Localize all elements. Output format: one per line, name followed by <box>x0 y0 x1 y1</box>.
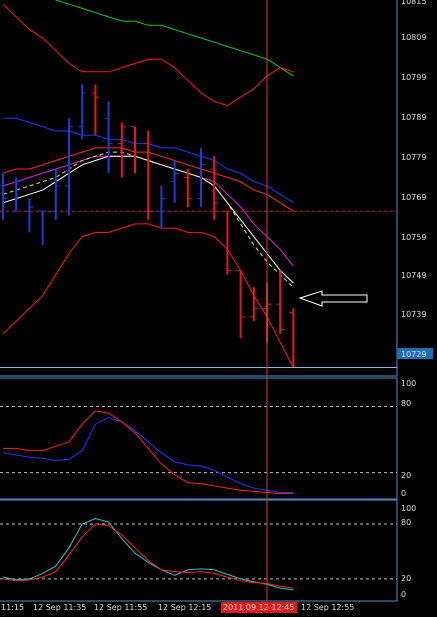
stochastic-series-group <box>0 405 397 495</box>
price-bar <box>170 160 179 203</box>
price-tick: 10799 <box>401 73 426 82</box>
current-price-value: 10729 <box>401 350 426 359</box>
price-bar <box>65 118 73 216</box>
oscillator-series-group <box>0 517 397 591</box>
price-tick: 10739 <box>401 310 426 319</box>
ind1-tick: 80 <box>401 399 411 408</box>
indicator-panel-2[interactable] <box>0 499 398 602</box>
price-bar <box>197 147 205 208</box>
price-bar <box>91 84 100 136</box>
price-bar <box>236 269 245 338</box>
price-bar <box>51 168 60 220</box>
lower-envelope-line <box>2 223 294 368</box>
price-bar <box>157 185 166 229</box>
time-axis: 11:15 12 Sep 11:35 12 Sep 11:55 12 Sep 1… <box>1 602 354 613</box>
current-price-badge: 10729 <box>397 348 433 359</box>
price-bar <box>131 126 139 174</box>
ind1-tick: 0 <box>401 489 406 498</box>
price-tick: 10789 <box>401 113 426 122</box>
price-bar <box>144 130 153 220</box>
ind2-tick: 100 <box>401 504 416 513</box>
price-tick: 10749 <box>401 271 426 280</box>
osc-signal-line <box>2 517 294 591</box>
price-bar <box>249 287 258 322</box>
indicator2-frame <box>0 499 398 602</box>
time-tick: 12 Sep 12:55 <box>301 603 354 612</box>
ind2-tick: 20 <box>401 574 411 583</box>
ind2-tick: 0 <box>401 590 406 599</box>
price-axis: 10815 10809 10799 10789 10779 10769 1075… <box>397 0 433 359</box>
price-bar <box>104 101 113 174</box>
price-tick: 10759 <box>401 233 426 242</box>
indicator1-frame <box>0 377 398 500</box>
time-tick: 12 Sep 12:15 <box>158 603 211 612</box>
price-tick: 10769 <box>401 193 426 202</box>
main-panel-frame <box>0 0 398 377</box>
long-ma-line <box>54 0 294 77</box>
ind1-tick: 100 <box>401 379 416 388</box>
time-tick: 12 Sep 11:55 <box>94 603 147 612</box>
indicator1-axis: 100 80 20 0 <box>401 379 416 498</box>
indicator-panel-1[interactable] <box>0 377 398 500</box>
cursor-time-value: 2011.09.12 12:45 <box>223 603 294 612</box>
ind1-tick: 20 <box>401 471 411 480</box>
price-bar <box>117 122 126 178</box>
time-tick: 12 Sep 11:35 <box>33 603 86 612</box>
indicator2-axis: 100 80 20 0 <box>401 504 416 599</box>
price-tick: 10815 <box>401 0 426 6</box>
left-arrow-icon <box>298 290 368 307</box>
stoch-main-line <box>3 410 294 495</box>
price-tick: 10809 <box>401 33 426 42</box>
time-tick: 11:15 <box>1 603 24 612</box>
price-bar <box>25 198 34 233</box>
price-bar <box>78 84 87 140</box>
osc-main-line <box>2 523 294 589</box>
price-bar <box>12 177 21 212</box>
main-price-panel[interactable] <box>0 0 398 377</box>
price-tick: 10779 <box>401 153 426 162</box>
price-bar <box>223 210 232 275</box>
price-bar <box>183 168 192 208</box>
upper-envelope-line <box>2 3 294 107</box>
price-bar <box>276 270 285 334</box>
price-bar <box>0 173 7 220</box>
stoch-signal-line <box>2 416 294 493</box>
ind2-tick: 80 <box>401 518 411 527</box>
price-bar <box>210 156 219 220</box>
cursor-time-badge: 2011.09.12 12:45 <box>221 602 297 613</box>
price-bar <box>38 210 47 246</box>
